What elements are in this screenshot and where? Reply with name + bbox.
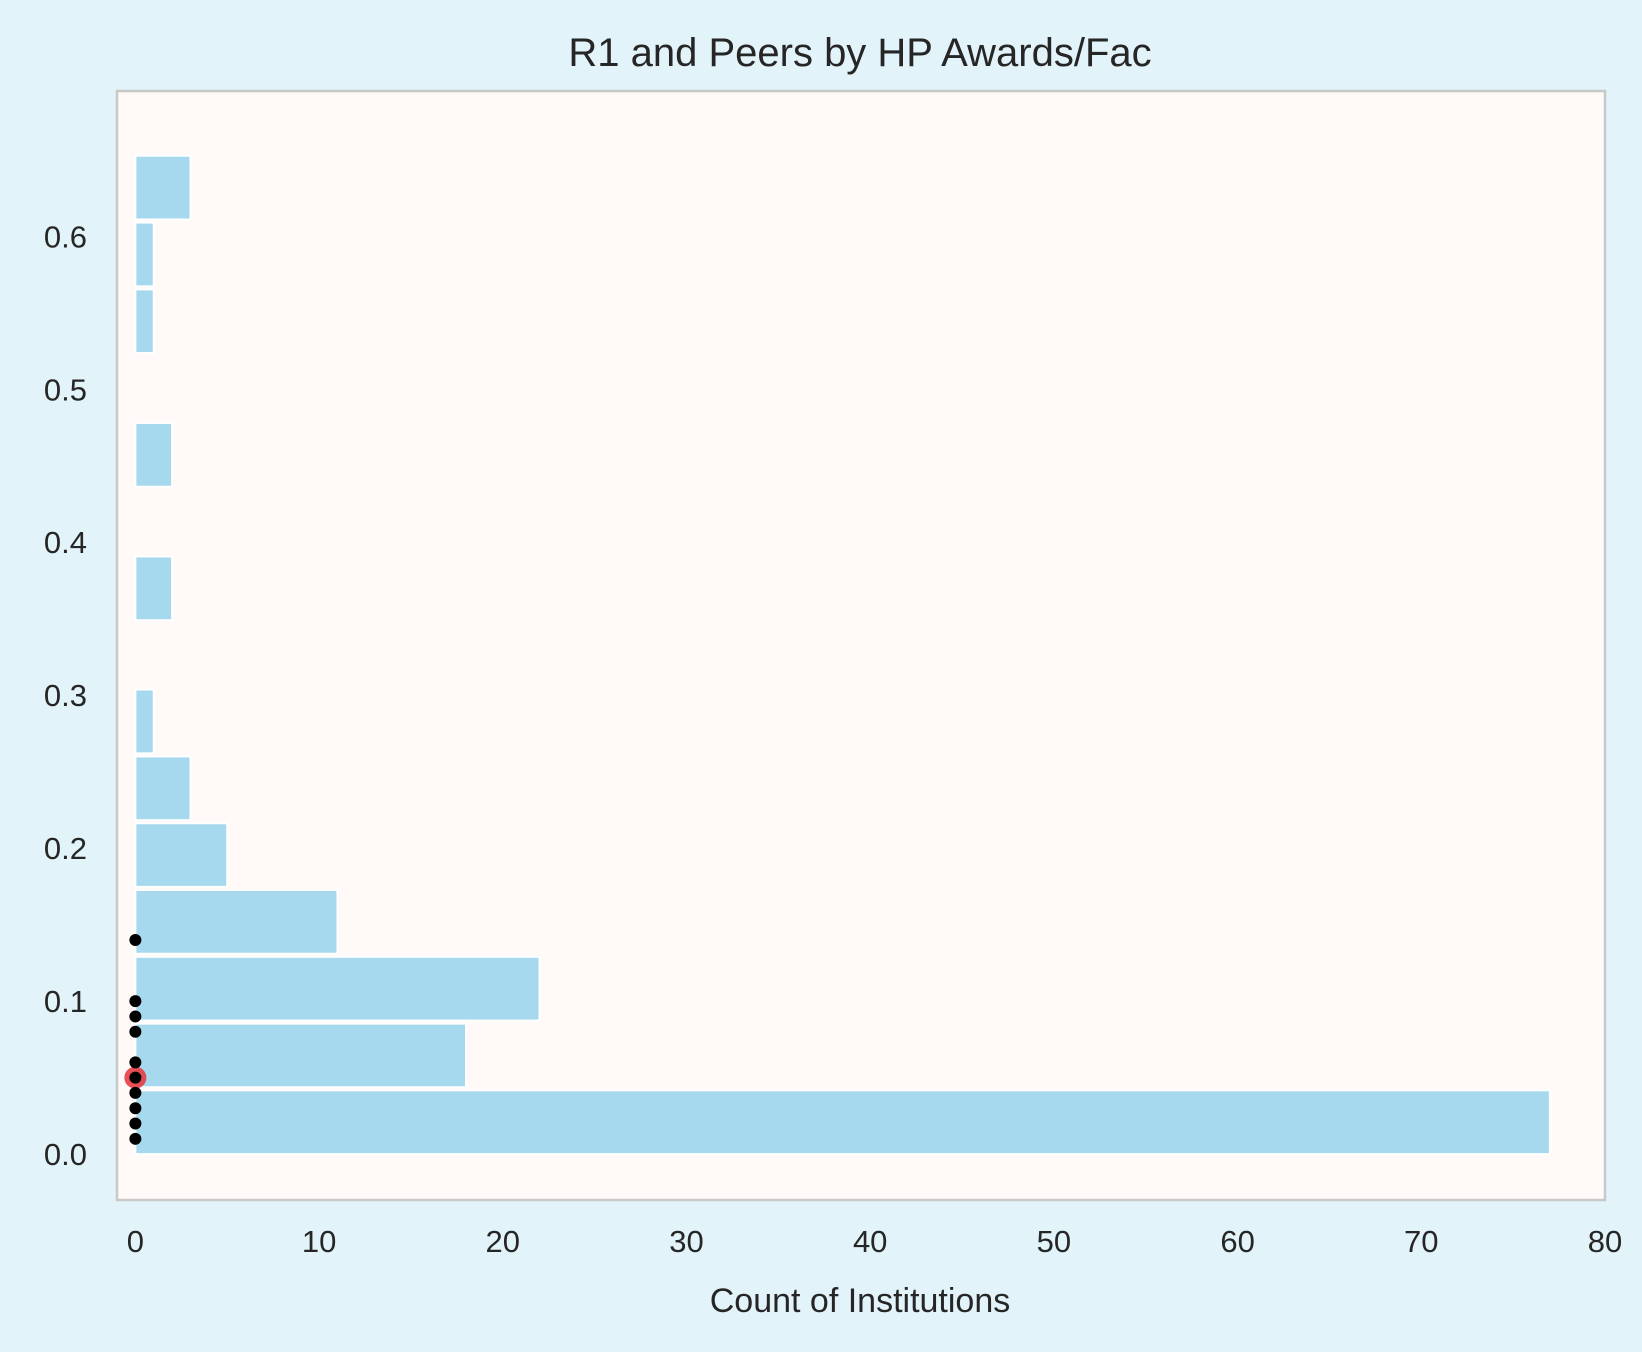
y-tick-label: 0.4 (44, 525, 87, 560)
histogram-bar-11 (134, 154, 192, 221)
histogram-bar-0 (134, 1089, 1551, 1156)
chart-title: R1 and Peers by HP Awards/Fac (568, 31, 1151, 75)
data-point-1 (129, 1117, 142, 1130)
data-point-6 (129, 1025, 142, 1038)
y-axis-ticks: 0.0 0.1 0.2 0.3 0.4 0.5 0.6 (44, 219, 87, 1172)
data-point-3 (129, 1086, 142, 1099)
y-tick-label: 0.5 (44, 372, 87, 407)
histogram-bar-9 (134, 288, 155, 355)
y-tick-label: 0.2 (44, 831, 87, 866)
x-tick-label: 80 (1588, 1224, 1622, 1259)
histogram-bar-2 (134, 955, 541, 1022)
y-tick-label: 0.1 (44, 984, 87, 1019)
x-tick-label: 50 (1037, 1224, 1071, 1259)
data-point-4 (129, 1071, 142, 1084)
histogram-bar-7 (134, 555, 174, 622)
histogram-bar-1 (134, 1022, 468, 1089)
x-tick-label: 20 (486, 1224, 520, 1259)
histogram-bar-4 (134, 822, 229, 888)
data-point-7 (129, 1010, 142, 1023)
x-tick-label: 0 (127, 1224, 144, 1259)
x-axis-label: Count of Institutions (710, 1282, 1011, 1320)
x-tick-label: 10 (302, 1224, 336, 1259)
data-point-9 (129, 933, 142, 946)
histogram-bars (134, 154, 1551, 1156)
histogram-bar-8 (134, 421, 174, 488)
plot-frame (115, 89, 1607, 1202)
histogram-bar-6 (134, 688, 155, 755)
data-point-2 (129, 1102, 142, 1115)
data-point-0 (129, 1132, 142, 1145)
histogram-bar-3 (134, 888, 339, 955)
data-point-8 (129, 995, 142, 1008)
x-tick-label: 30 (669, 1224, 703, 1259)
x-tick-label: 40 (853, 1224, 887, 1259)
x-axis-ticks: 0 10 20 30 40 50 60 70 80 (127, 1224, 1622, 1259)
y-tick-label: 0.0 (44, 1137, 87, 1172)
y-tick-label: 0.6 (44, 219, 87, 254)
x-tick-label: 60 (1220, 1224, 1254, 1259)
x-tick-label: 70 (1404, 1224, 1438, 1259)
y-tick-label: 0.3 (44, 678, 87, 713)
data-point-5 (129, 1056, 142, 1069)
histogram-bar-5 (134, 755, 192, 822)
data-points (124, 933, 147, 1145)
histogram-bar-10 (134, 221, 155, 288)
